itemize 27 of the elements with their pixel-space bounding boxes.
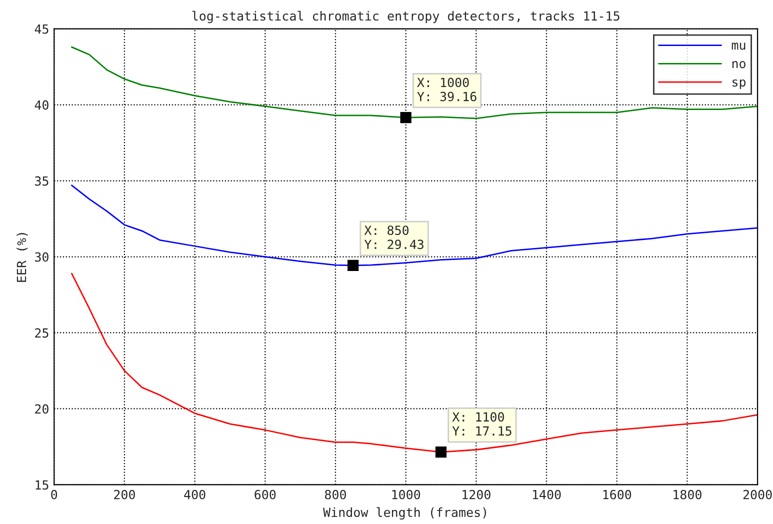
y-tick-label: 40: [34, 100, 48, 110]
legend-label: no: [732, 61, 746, 68]
x-tick-label: 600: [254, 490, 276, 500]
y-tick-label: 35: [35, 176, 48, 186]
legend-label: mu: [732, 42, 746, 50]
x-tick-label: 0: [51, 490, 58, 500]
y-tick-label: 45: [34, 24, 48, 34]
x-tick-label: 1000: [392, 490, 420, 500]
legend-label: sp: [732, 79, 746, 90]
y-tick-label: 20: [35, 404, 48, 414]
annotation: X: 1100 Y: 17.15: [452, 412, 512, 436]
x-tick-label: 1600: [603, 490, 632, 500]
x-axis-title: Window length (frames): [323, 507, 486, 520]
x-tick-label: 1800: [674, 490, 702, 500]
x-tick-label: 2000: [743, 490, 772, 500]
y-axis-title: EER (%): [16, 233, 28, 282]
x-tick-label: 200: [114, 490, 135, 500]
chart-title: log-statistical chromatic entropy detectors, tracks 11-15: [192, 10, 620, 24]
annotation: X: 1000 Y: 39.16: [417, 78, 476, 102]
y-tick-label: 15: [36, 480, 48, 490]
x-tick-label: 400: [184, 490, 206, 500]
x-tick-label: 1200: [462, 490, 490, 500]
annotation: X: 850 Y: 29.43: [364, 226, 424, 250]
y-tick-label: 30: [35, 252, 48, 262]
x-tick-label: 1400: [532, 490, 561, 500]
x-tick-label: 800: [324, 490, 346, 500]
y-tick-label: 25: [35, 328, 48, 338]
